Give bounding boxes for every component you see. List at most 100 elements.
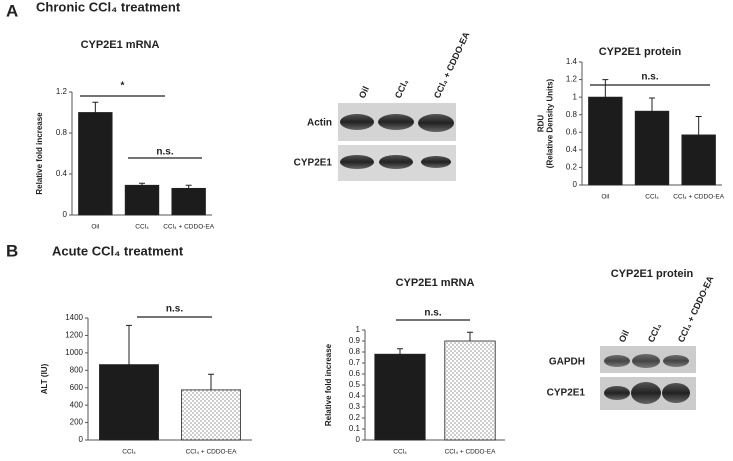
blot-band <box>418 114 454 132</box>
y-axis-label: Relative fold increase <box>35 112 44 195</box>
blot-band <box>379 155 413 169</box>
y-tick-label: 0.4 <box>566 145 578 154</box>
y-tick-label: 0.5 <box>349 380 361 389</box>
error-bar <box>208 373 214 390</box>
blot-band <box>378 114 414 130</box>
x-tick-label: CCl₄ + CDDO-EA <box>445 449 497 456</box>
y-tick-label: 0 <box>356 435 361 444</box>
y-tick-label: 0.8 <box>56 128 68 137</box>
annotation: n.s. <box>166 304 183 315</box>
blot-column-label: CCl₄ <box>646 322 663 344</box>
y-tick-label: 600 <box>70 383 84 392</box>
bar <box>681 134 716 186</box>
bar <box>634 110 670 186</box>
x-tick-label: Oil <box>601 194 610 201</box>
error-bar <box>139 182 145 186</box>
bar <box>444 340 496 441</box>
y-tick-label: 0.8 <box>566 110 578 119</box>
y-tick-label: 0.8 <box>349 347 361 356</box>
chart-title: CYP2E1 protein <box>599 46 682 58</box>
x-tick-label: CCl₄ <box>645 194 659 201</box>
y-tick-label: 0.2 <box>566 163 578 172</box>
blot-column-label: Oil <box>357 85 371 100</box>
x-tick-label: CCl₄ <box>135 224 149 231</box>
y-tick-label: 800 <box>70 365 84 374</box>
error-bar <box>126 324 132 365</box>
chart-title: CYP2E1 mRNA <box>81 39 160 51</box>
y-tick-label: 1200 <box>65 331 83 340</box>
blot-band <box>663 355 689 367</box>
blot-column-label: CCl₄ + CDDO-EA <box>432 30 472 100</box>
x-tick-label: CCl₄ + CDDO-EA <box>673 194 725 201</box>
blot-row-label: CYP2E1 <box>547 388 586 399</box>
blot-row-label: Actin <box>307 118 332 129</box>
y-tick-label: 1 <box>573 92 578 101</box>
blot-band <box>662 383 690 403</box>
blot-column-label: Oil <box>617 329 631 344</box>
annotation: n.s. <box>156 147 173 158</box>
blot-band <box>340 114 374 130</box>
annotation: n.s. <box>641 72 658 83</box>
panel-title: Chronic CCl₄ treatment <box>36 0 181 14</box>
y-tick-label: 0.1 <box>349 424 361 433</box>
chart-title: CYP2E1 mRNA <box>396 277 475 289</box>
bar <box>124 184 160 216</box>
y-tick-label: 0 <box>573 180 578 189</box>
error-bar <box>92 101 99 113</box>
bar <box>374 353 426 441</box>
bar <box>588 96 623 186</box>
y-tick-label: 0.7 <box>349 358 361 367</box>
blot <box>338 103 456 181</box>
y-tick-label: 200 <box>70 418 84 427</box>
y-tick-label: 0.9 <box>349 336 361 345</box>
y-tick-label: 400 <box>70 400 84 409</box>
blot-band <box>604 386 630 400</box>
y-tick-label: 1 <box>356 325 361 334</box>
y-axis-label: RDU <box>537 115 546 133</box>
bar <box>78 112 113 216</box>
y-tick-label: 1.2 <box>566 75 578 84</box>
y-tick-label: 0.6 <box>349 369 361 378</box>
panel-title: Acute CCl₄ treatment <box>52 243 184 258</box>
error-bar <box>695 115 702 135</box>
blot-band <box>340 155 374 169</box>
y-tick-label: 0.6 <box>566 127 578 136</box>
x-tick-label: CCl₄ + CDDO-EA <box>163 224 215 231</box>
error-bar <box>185 184 192 189</box>
y-tick-label: 0 <box>79 435 84 444</box>
bar <box>99 364 159 441</box>
error-bar <box>602 79 609 98</box>
y-axis-label: ALT (IU) <box>40 363 49 394</box>
blot-title: CYP2E1 protein <box>611 268 694 280</box>
y-tick-label: 1.2 <box>56 87 68 96</box>
error-bar <box>649 97 655 112</box>
x-tick-label: CCl₄ <box>122 449 136 456</box>
panel-label: A <box>6 1 18 20</box>
blot-row-label: CYP2E1 <box>294 158 333 169</box>
panel-label: B <box>6 241 18 260</box>
blot-row-label: GAPDH <box>549 357 585 368</box>
x-tick-label: CCl₄ <box>393 449 407 456</box>
x-tick-label: Oil <box>91 224 100 231</box>
blot-column-label: CCl₄ + CDDO-EA <box>676 274 716 344</box>
error-bar <box>467 331 473 341</box>
x-tick-label: CCl₄ + CDDO-EA <box>186 449 238 456</box>
bar <box>171 187 206 216</box>
annotation: * <box>121 81 125 92</box>
blot-band <box>631 382 661 404</box>
y-tick-label: 1.4 <box>566 57 578 66</box>
blot-band <box>421 156 451 168</box>
y-axis-label: (Relative Density Units) <box>546 78 555 168</box>
blot-band <box>632 354 660 368</box>
y-tick-label: 0.2 <box>349 413 361 422</box>
y-tick-label: 1000 <box>65 348 83 357</box>
annotation: n.s. <box>424 308 441 319</box>
y-tick-label: 0.3 <box>349 402 361 411</box>
y-tick-label: 0.4 <box>56 169 68 178</box>
blot-column-label: CCl₄ <box>393 78 410 100</box>
y-tick-label: 1400 <box>65 313 83 322</box>
y-tick-label: 0 <box>63 210 68 219</box>
bar <box>181 389 241 441</box>
error-bar <box>397 348 403 355</box>
